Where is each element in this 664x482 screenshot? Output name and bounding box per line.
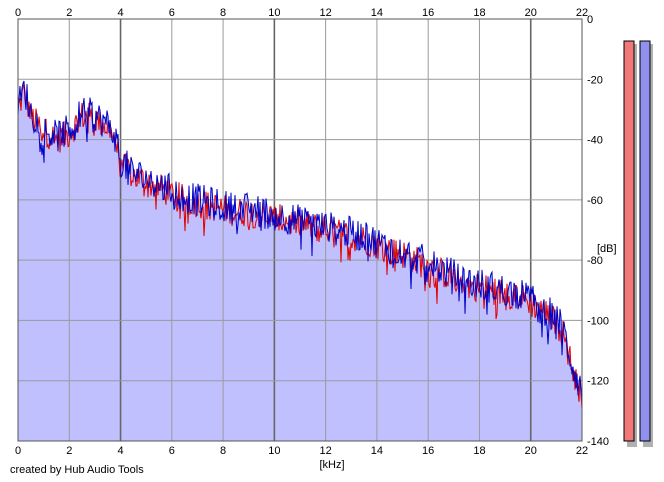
spectrum-fill [18, 81, 582, 441]
level-meter-left [623, 40, 637, 447]
series-right-channel [17, 80, 583, 401]
x-tick-label-top: 0 [15, 7, 21, 19]
x-tick-label-bottom: 6 [169, 445, 175, 457]
y-tick-label: -100 [587, 315, 609, 327]
credit-text: created by Hub Audio Tools [10, 464, 144, 476]
x-tick-label-top: 2 [66, 7, 72, 19]
x-tick-label-bottom: 10 [268, 445, 280, 457]
x-tick-label-bottom: 8 [220, 445, 226, 457]
x-axis-label: [kHz] [319, 459, 344, 471]
x-tick-label-bottom: 2 [66, 445, 72, 457]
x-tick-label-bottom: 4 [117, 445, 123, 457]
y-tick-label: 0 [587, 14, 593, 26]
x-tick-label-bottom: 18 [473, 445, 485, 457]
x-tick-label-top: 14 [371, 7, 383, 19]
x-tick-label-top: 22 [576, 7, 588, 19]
y-tick-label: -20 [587, 74, 603, 86]
x-tick-label-bottom: 22 [576, 445, 588, 457]
x-tick-label-top: 4 [117, 7, 123, 19]
meter-bar [639, 40, 651, 442]
x-tick-label-bottom: 16 [422, 445, 434, 457]
x-tick-label-bottom: 14 [371, 445, 383, 457]
plot-frame [17, 18, 583, 442]
x-tick-label-top: 16 [422, 7, 434, 19]
x-tick-label-top: 8 [220, 7, 226, 19]
x-tick-label-top: 18 [473, 7, 485, 19]
y-tick-label: -140 [587, 436, 609, 448]
x-tick-label-top: 6 [169, 7, 175, 19]
x-tick-label-top: 20 [525, 7, 537, 19]
y-axis-label: [dB] [597, 243, 617, 255]
x-tick-label-top: 12 [320, 7, 332, 19]
x-tick-label-bottom: 0 [15, 445, 21, 457]
meter-bar [623, 40, 635, 442]
level-meter-right [639, 40, 653, 447]
x-tick-label-top: 10 [268, 7, 280, 19]
x-tick-label-bottom: 20 [525, 445, 537, 457]
y-tick-label: -40 [587, 135, 603, 147]
y-tick-label: -60 [587, 195, 603, 207]
y-tick-label: -120 [587, 376, 609, 388]
x-tick-label-bottom: 12 [320, 445, 332, 457]
y-tick-label: -80 [587, 255, 603, 267]
